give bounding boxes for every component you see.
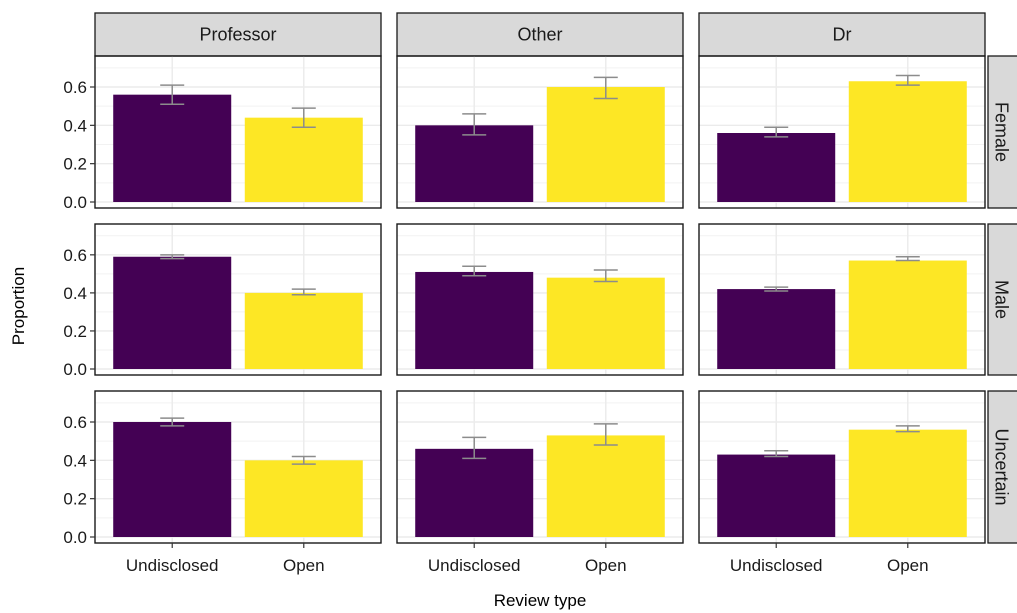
bar-open: [849, 430, 967, 537]
bar-undisclosed: [415, 449, 533, 537]
column-strips: Professor Other Dr: [95, 13, 985, 56]
panel: [95, 391, 381, 543]
y-tick-label: 0.4: [63, 116, 87, 135]
bar-undisclosed: [113, 257, 231, 369]
bar-open: [849, 81, 967, 202]
row-strips: Female Male Uncertain: [988, 56, 1017, 543]
column-strip-label: Other: [517, 25, 562, 45]
bar-undisclosed: [717, 455, 835, 537]
x-tick-label: Open: [887, 556, 929, 575]
y-tick-label: 0.6: [63, 246, 87, 265]
bar-open: [547, 87, 665, 202]
row-strip-label: Uncertain: [992, 428, 1012, 505]
panel: [397, 224, 683, 375]
bar-undisclosed: [415, 125, 533, 202]
bar-undisclosed: [717, 289, 835, 369]
panel: [699, 224, 985, 375]
bar-open: [245, 118, 363, 202]
y-tick-label: 0.4: [63, 284, 87, 303]
bar-undisclosed: [717, 133, 835, 202]
bar-open: [245, 460, 363, 537]
y-tick-label: 0.2: [63, 490, 87, 509]
panel: [699, 56, 985, 208]
column-strip-label: Professor: [199, 25, 276, 45]
bar-open: [849, 261, 967, 369]
y-tick-label: 0.0: [63, 193, 87, 212]
x-axis: Undisclosed Open Undisclosed Open Undisclose…: [126, 543, 929, 575]
bar-open: [547, 435, 665, 537]
error-bar: [764, 287, 788, 291]
bar-open: [245, 293, 363, 369]
error-bar: [896, 257, 920, 261]
y-tick-label: 0.4: [63, 451, 87, 470]
y-tick-label: 0.2: [63, 322, 87, 341]
y-axis-title: Proportion: [9, 267, 28, 345]
panel: [699, 391, 985, 543]
panel: [397, 391, 683, 543]
bar-open: [547, 278, 665, 369]
bar-undisclosed: [415, 272, 533, 369]
chart-panels: [95, 56, 985, 543]
x-axis-title: Review type: [494, 591, 587, 610]
bar-undisclosed: [113, 95, 231, 202]
panel: [397, 56, 683, 208]
row-strip-label: Male: [992, 280, 1012, 319]
x-tick-label: Open: [283, 556, 325, 575]
x-tick-label: Undisclosed: [428, 556, 521, 575]
y-tick-label: 0.6: [63, 78, 87, 97]
x-tick-label: Undisclosed: [730, 556, 823, 575]
y-tick-label: 0.0: [63, 528, 87, 547]
column-strip-label: Dr: [833, 25, 852, 45]
x-tick-label: Undisclosed: [126, 556, 219, 575]
panel: [95, 224, 381, 375]
y-tick-label: 0.0: [63, 360, 87, 379]
x-tick-label: Open: [585, 556, 627, 575]
y-tick-label: 0.6: [63, 413, 87, 432]
y-tick-label: 0.2: [63, 155, 87, 174]
bar-undisclosed: [113, 422, 231, 537]
y-axes: 0.0 0.2 0.4 0.6 0.0 0.2 0.4 0.6 0.0 0.2 0.4 0.6: [63, 78, 95, 547]
row-strip-label: Female: [992, 102, 1012, 162]
panel: [95, 56, 381, 208]
